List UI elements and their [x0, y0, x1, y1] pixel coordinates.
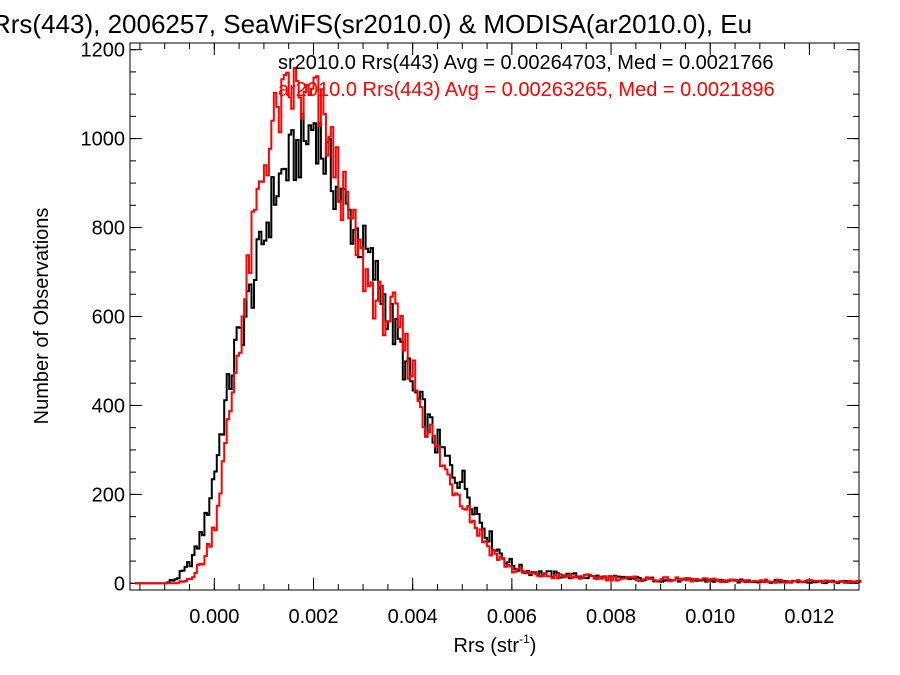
x-axis-label-close: )	[530, 635, 537, 657]
x-tick-label: 0.000	[189, 606, 239, 628]
plot-frame	[129, 42, 860, 591]
x-axis-label-superscript: -1	[519, 632, 530, 646]
x-axis-label: Rrs (str-1)	[454, 632, 537, 657]
x-tick-label: 0.008	[586, 606, 636, 628]
y-tick-label: 0	[114, 573, 125, 595]
y-axis-label: Number of Observations	[31, 208, 53, 425]
x-axis-label-main: Rrs (str	[454, 635, 520, 657]
y-tick-label: 1000	[81, 129, 126, 151]
legend-entry-sr2010: sr2010.0 Rrs(443) Avg = 0.00264703, Med …	[278, 52, 774, 74]
legend-entry-ar2010: ar2010.0 Rrs(443) Avg = 0.00263265, Med …	[278, 79, 775, 101]
x-tick-label: 0.004	[388, 606, 438, 628]
y-tick-label: 800	[92, 218, 125, 240]
y-tick-label: 1200	[81, 40, 126, 62]
series-line-sr2010	[135, 113, 862, 585]
y-tick-label: 600	[92, 307, 125, 329]
x-tick-label: 0.006	[487, 606, 537, 628]
x-tick-label: 0.002	[288, 606, 338, 628]
x-axis: 0.000 0.002 0.004 0.006 0.008 0.010 0.012	[139, 43, 860, 628]
x-tick-label: 0.012	[784, 606, 834, 628]
y-axis: 0 200 400 600 800 1000 1200	[81, 40, 859, 595]
y-tick-label: 200	[92, 484, 125, 506]
series-line-ar2010	[135, 66, 862, 585]
x-tick-label: 0.010	[685, 606, 735, 628]
chart-title: Rrs(443), 2006257, SeaWiFS(sr2010.0) & M…	[0, 9, 752, 39]
y-tick-label: 400	[92, 395, 125, 417]
